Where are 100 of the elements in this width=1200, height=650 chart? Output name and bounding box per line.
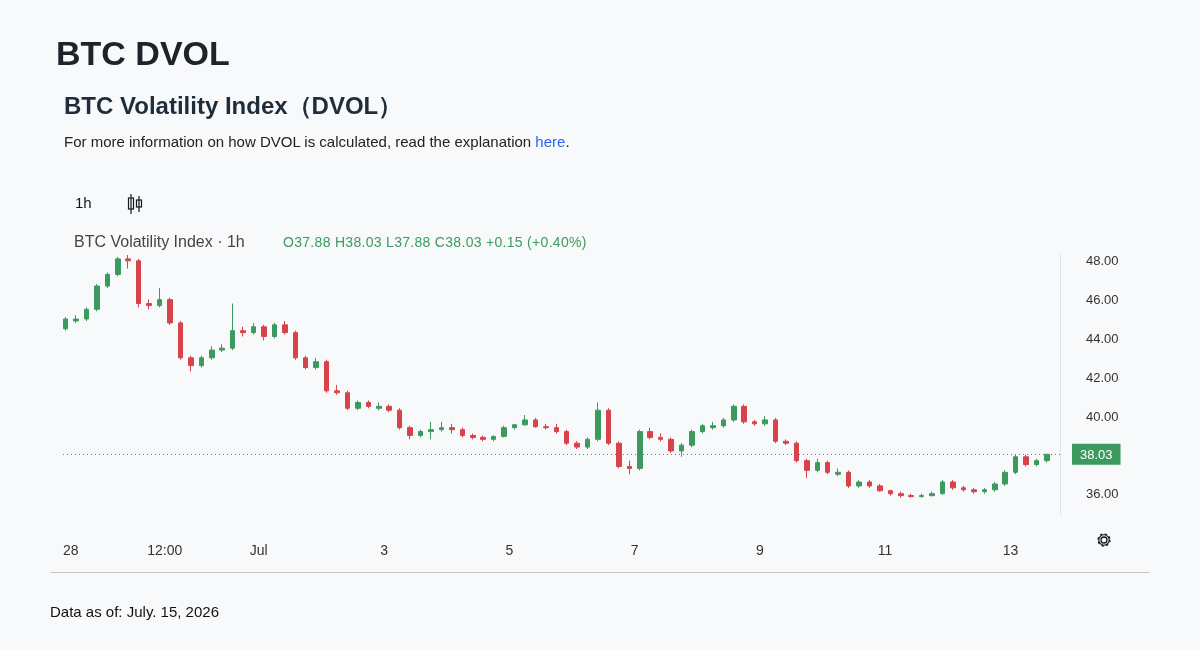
chart-subtitle: BTC Volatility Index（DVOL） — [64, 91, 403, 121]
x-tick-label: 7 — [630, 542, 639, 558]
candlestick — [689, 429, 695, 448]
y-tick-label: 36.00 — [1086, 486, 1119, 502]
candlestick — [554, 423, 559, 435]
text: Data as of: July. 15, 2026 — [50, 603, 219, 620]
text: BTC Volatility Index · 1h — [74, 233, 245, 251]
candlestick — [564, 429, 569, 446]
candlestick — [428, 421, 434, 440]
x-tick-label: 3 — [380, 542, 389, 558]
candlestick — [888, 489, 893, 497]
candlestick — [992, 481, 998, 493]
candlestick — [961, 485, 966, 493]
candlestick — [700, 423, 705, 435]
y-tick-label: 42.00 — [1086, 369, 1119, 385]
candlestick — [950, 479, 956, 491]
candlestick — [261, 324, 267, 341]
candlestick — [146, 299, 152, 310]
text: For more information on how DVOL is calculated, read the explanation here. — [64, 133, 570, 150]
candlestick — [835, 467, 841, 477]
candlestick — [125, 254, 131, 270]
candlestick — [230, 303, 235, 351]
candlestick — [188, 355, 194, 372]
candlestick — [73, 314, 79, 324]
candlestick — [386, 403, 392, 413]
candlestick — [449, 423, 455, 435]
candlestick — [856, 479, 862, 489]
y-tick-label: 46.00 — [1086, 292, 1119, 308]
text: O37.88 H38.03 L37.88 C38.03 +0.15 (+0.40%) — [283, 234, 587, 250]
candlestick — [84, 306, 89, 322]
candlestick — [773, 417, 778, 444]
candlestick — [303, 355, 308, 370]
candlestick — [1034, 458, 1039, 467]
candlestick — [293, 330, 298, 361]
candlestick — [324, 359, 329, 394]
candlestick — [115, 256, 121, 277]
candlestick — [470, 433, 476, 440]
candlestick — [240, 326, 246, 337]
y-tick-label: 40.00 — [1086, 408, 1119, 424]
candlestick — [355, 400, 361, 411]
candlestick — [658, 433, 663, 442]
candlestick — [762, 415, 768, 427]
candlestick — [606, 407, 611, 446]
x-tick-label: 28 — [63, 542, 79, 558]
candlestick — [595, 401, 601, 442]
candlestick — [794, 440, 799, 464]
candlestick — [460, 427, 465, 438]
x-tick-label: Jul — [249, 542, 268, 558]
candlestick — [815, 458, 820, 473]
candlestick — [752, 419, 757, 427]
x-tick-label: 13 — [1002, 542, 1019, 558]
candlestick — [209, 345, 215, 361]
candlestick — [439, 421, 444, 433]
candlestick — [167, 297, 173, 326]
candlestick — [418, 429, 423, 438]
candlestick — [272, 322, 277, 339]
text: 1h — [75, 194, 92, 211]
candlestick — [334, 384, 340, 396]
candlestick — [491, 434, 496, 442]
candlestick — [741, 403, 747, 425]
candlestick — [898, 491, 904, 499]
y-tick-label: 44.00 — [1086, 330, 1119, 346]
candlestick — [627, 460, 632, 475]
candlestick — [480, 434, 486, 442]
candlestick — [710, 421, 716, 431]
candlestick — [908, 493, 914, 499]
candlestick — [971, 487, 977, 495]
candlestick — [846, 469, 851, 489]
ref-line-label: 38.03 — [1080, 446, 1113, 462]
candlestick — [63, 316, 68, 332]
candlestick — [533, 417, 538, 429]
candlestick — [1002, 469, 1008, 487]
x-tick-label: 5 — [505, 542, 514, 558]
candlestick — [574, 440, 580, 450]
x-tick-label: 11 — [877, 542, 893, 558]
candlestick — [721, 417, 726, 429]
candlestick — [1023, 454, 1029, 467]
candlestick — [867, 479, 872, 489]
candlestick — [136, 258, 141, 308]
candlestick — [251, 322, 256, 336]
candlestick — [522, 414, 528, 427]
candlestick — [313, 357, 319, 370]
candlestick — [668, 436, 674, 454]
candlestick — [804, 458, 810, 479]
candlestick — [501, 425, 507, 438]
candlestick — [105, 271, 110, 289]
candlestick — [877, 483, 883, 493]
candlestick — [94, 283, 100, 312]
candlestick — [157, 287, 162, 308]
y-tick-label: 48.00 — [1086, 253, 1119, 269]
candlestick — [407, 425, 413, 440]
candlestick — [647, 427, 653, 440]
candlestick — [825, 460, 830, 475]
candlestick — [982, 487, 987, 495]
candlestick — [282, 320, 288, 336]
candlestick — [345, 390, 350, 411]
candlestick — [731, 403, 737, 423]
candlestick — [616, 440, 622, 469]
candlestick — [397, 407, 402, 431]
chart-title: BTC DVOL — [56, 34, 230, 73]
